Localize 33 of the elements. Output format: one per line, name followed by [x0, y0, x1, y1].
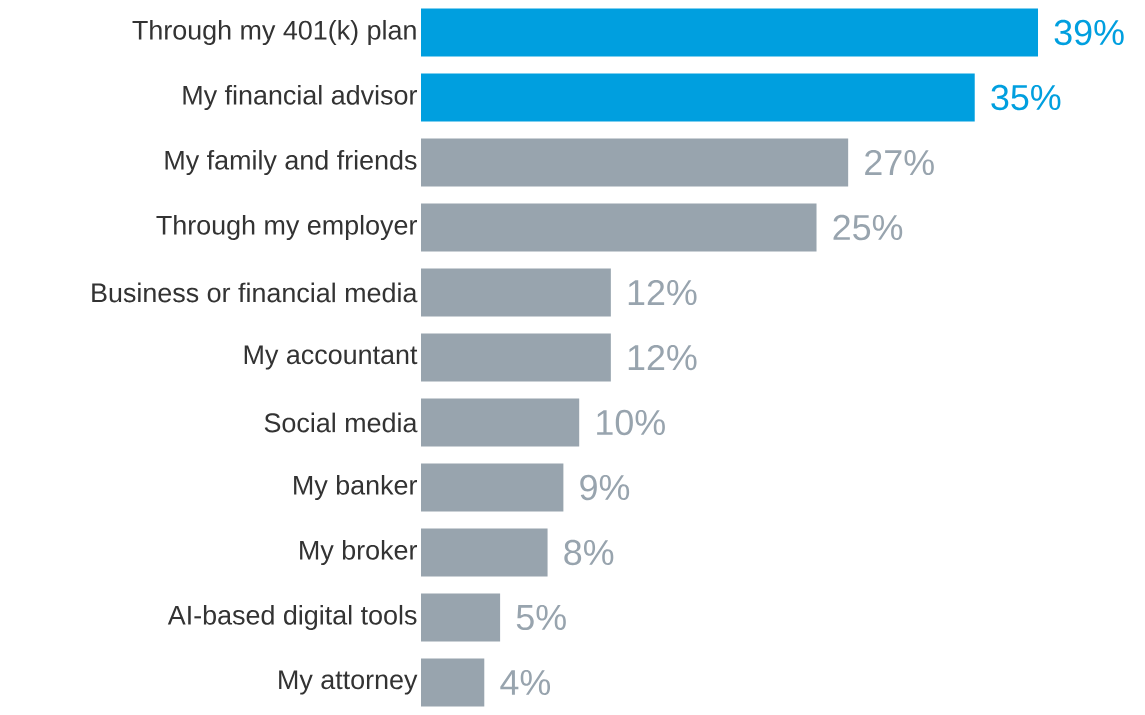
y-tick-label: Through my 401(k) plan	[132, 19, 416, 46]
y-tick-label: My banker	[294, 474, 417, 501]
data-label: 9%	[580, 474, 630, 501]
data-label: 25%	[833, 214, 903, 241]
data-label: 4%	[500, 669, 551, 696]
data-label: 12%	[628, 344, 697, 371]
bar	[421, 398, 580, 447]
y-tick-label: Business or financial media	[92, 282, 418, 303]
bar	[421, 138, 849, 187]
bar	[421, 528, 548, 577]
y-tick-label: My broker	[300, 539, 417, 566]
y-tick-label: My financial advisor	[183, 84, 417, 111]
data-label: 12%	[628, 279, 697, 306]
y-tick-label: My attorney	[279, 670, 418, 695]
bar	[421, 593, 501, 642]
bar	[421, 203, 817, 252]
data-label: 8%	[564, 539, 614, 566]
bar	[421, 463, 564, 512]
y-tick-label: Social media	[264, 412, 418, 433]
data-label: 10%	[597, 409, 665, 436]
data-label: 5%	[516, 604, 566, 631]
bar	[421, 333, 611, 382]
bar	[421, 73, 975, 122]
y-tick-label: Through my employer	[156, 214, 417, 241]
y-tick-label: AI-based digital tools	[167, 604, 417, 631]
data-label: 27%	[865, 149, 934, 176]
y-tick-label: My family and friends	[165, 149, 417, 176]
y-tick-label: My accountant	[244, 345, 418, 370]
bar	[421, 8, 1039, 57]
data-label: 35%	[991, 84, 1061, 111]
bar	[421, 658, 485, 707]
data-label: 39%	[1054, 19, 1124, 46]
bar	[421, 268, 611, 317]
